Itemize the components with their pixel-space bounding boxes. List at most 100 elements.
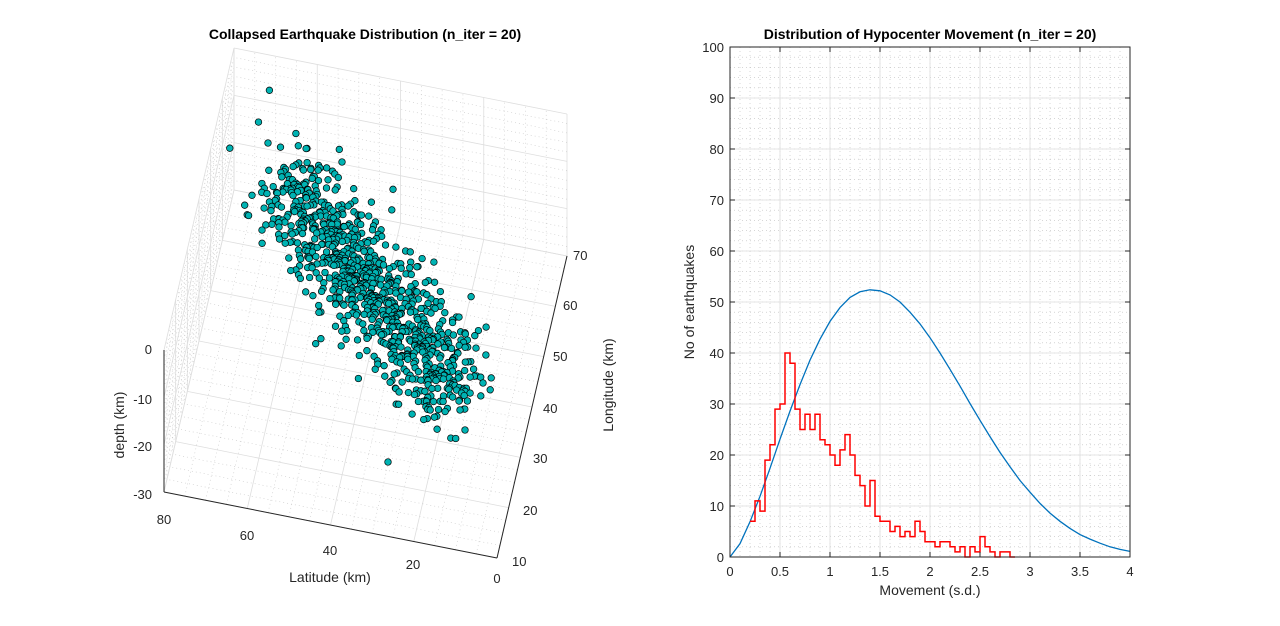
scatter-point [384,458,392,466]
scatter-point [289,191,297,200]
scatter-point [414,397,423,406]
scatter-point [404,388,413,397]
scatter-point [461,358,469,366]
scatter-point [439,397,447,406]
scatter-point [294,142,302,150]
scatter-point [325,274,334,282]
scatter-point [380,362,388,370]
scatter-point [264,139,272,147]
scatter-point [299,166,308,174]
scatter-point [265,166,273,174]
scatter-point [308,264,316,272]
scatter-point [413,288,421,296]
scatter-point [452,434,460,443]
scatter-point [287,222,295,230]
scatter-point [421,387,429,395]
scatter-point [314,166,322,174]
scatter-point [305,254,313,263]
scatter-point [430,413,439,421]
scatter-point [315,274,323,282]
z-tick-label: -20 [133,439,152,454]
scatter-point [404,355,412,363]
histogram-y-tick-label: 30 [710,397,724,412]
scatter-point [267,207,275,215]
histogram-x-tick-label: 3 [1026,564,1033,579]
scatter-point [296,255,305,263]
scatter-point [332,300,340,308]
scatter-point [263,189,271,198]
scatter-point [388,206,396,214]
scatter-point [277,203,286,211]
scatter-point [441,309,449,317]
scatter-point [317,287,326,296]
y-tick-label: 10 [512,554,526,569]
y-tick-label: 50 [553,349,567,364]
scatter-point [433,425,441,433]
scatter-point [305,273,314,282]
scatter-point [357,211,366,219]
scatter-point [285,254,293,262]
scatter-point [379,261,388,269]
scatter-point [324,176,332,184]
z-axis-label: depth (km) [111,392,127,459]
scatter-point [430,258,438,266]
y-tick-label: 20 [523,503,537,518]
scatter-point [311,235,319,243]
scatter-point [392,289,400,297]
scatter-point [482,323,490,331]
scatter-point [474,326,483,335]
z-tick-label: -30 [133,487,152,502]
histogram-axes[interactable]: Distribution of Hypocenter Movement (n_i… [681,26,1134,598]
scatter-point [313,243,321,252]
scatter-point [335,145,343,154]
z-tick-label: -10 [133,392,152,407]
scatter-point [303,158,311,167]
scatter-point [288,230,296,238]
scatter-point [424,299,432,308]
scatter-point [262,221,270,229]
scatter-point [248,191,256,199]
scatter-point [408,375,417,383]
scatter-point [430,278,439,286]
scatter-point [289,162,297,171]
histogram-y-tick-label: 70 [710,193,724,208]
scatter-point [269,182,277,191]
series-histogram-stairs [750,352,1015,558]
scatter-point [463,397,472,405]
scatter-point [410,390,419,399]
scatter-point [397,343,405,351]
scatter-point [461,330,470,338]
scatter-point [360,310,368,319]
x-tick-label: 0 [493,571,500,586]
x-tick-label: 80 [157,512,171,527]
scatter-point [314,176,323,185]
scatter-point [447,344,456,353]
scatter-point [394,400,403,408]
x-tick-label: 40 [323,543,337,558]
scatter3d-axes[interactable]: Collapsed Earthquake Distribution (n_ite… [111,26,616,586]
scatter-point [355,351,363,360]
scatter-point [427,309,435,317]
scatter-point [396,359,405,367]
scatter-point [296,274,305,283]
scatter-point [385,299,393,308]
y-tick-label: 30 [533,451,547,466]
scatter-point [461,343,469,351]
scatter-point [448,318,457,327]
scatter-point [461,366,469,375]
y-tick-label: 40 [543,401,557,416]
scatter-point [423,291,431,299]
x-tick-label: 60 [240,528,254,543]
x-tick-label: 20 [406,557,420,572]
scatter-point [350,185,358,193]
scatter-point [336,294,344,302]
scatter-point [426,406,434,414]
scatter-point [487,374,495,382]
y-axis-label: Longitude (km) [600,338,616,431]
scatter-point [287,266,295,275]
scatter-point [420,415,428,424]
scatter-point [360,247,368,255]
histogram-y-tick-label: 80 [710,142,724,157]
scatter-point [434,340,442,348]
